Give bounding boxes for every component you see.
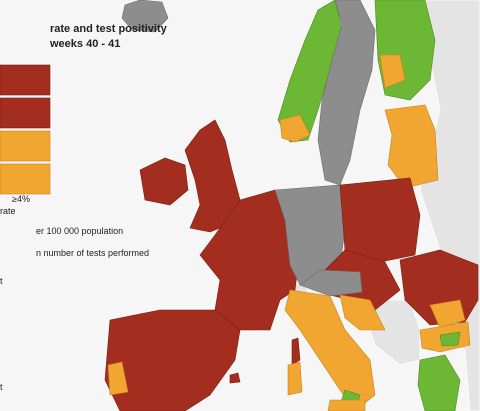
axis-label: rate: [0, 206, 16, 216]
legend-note: n number of tests performed: [36, 248, 149, 258]
text-fragment: t: [0, 276, 3, 286]
legend-swatch: [0, 130, 51, 162]
legend-title: rate and test positivity: [50, 23, 168, 35]
legend-swatch: [0, 163, 51, 195]
countries: [104, 0, 479, 411]
threshold-label: ≥4%: [12, 194, 30, 204]
legend-title: weeks 40 - 41: [49, 38, 120, 50]
legend-swatch: [0, 64, 51, 96]
legend-note: er 100 000 population: [36, 226, 123, 236]
legend-swatch: [0, 97, 51, 129]
text-fragment: t: [0, 382, 3, 392]
legend: rate and test positivity weeks 40 - 41 ≥…: [0, 23, 168, 392]
